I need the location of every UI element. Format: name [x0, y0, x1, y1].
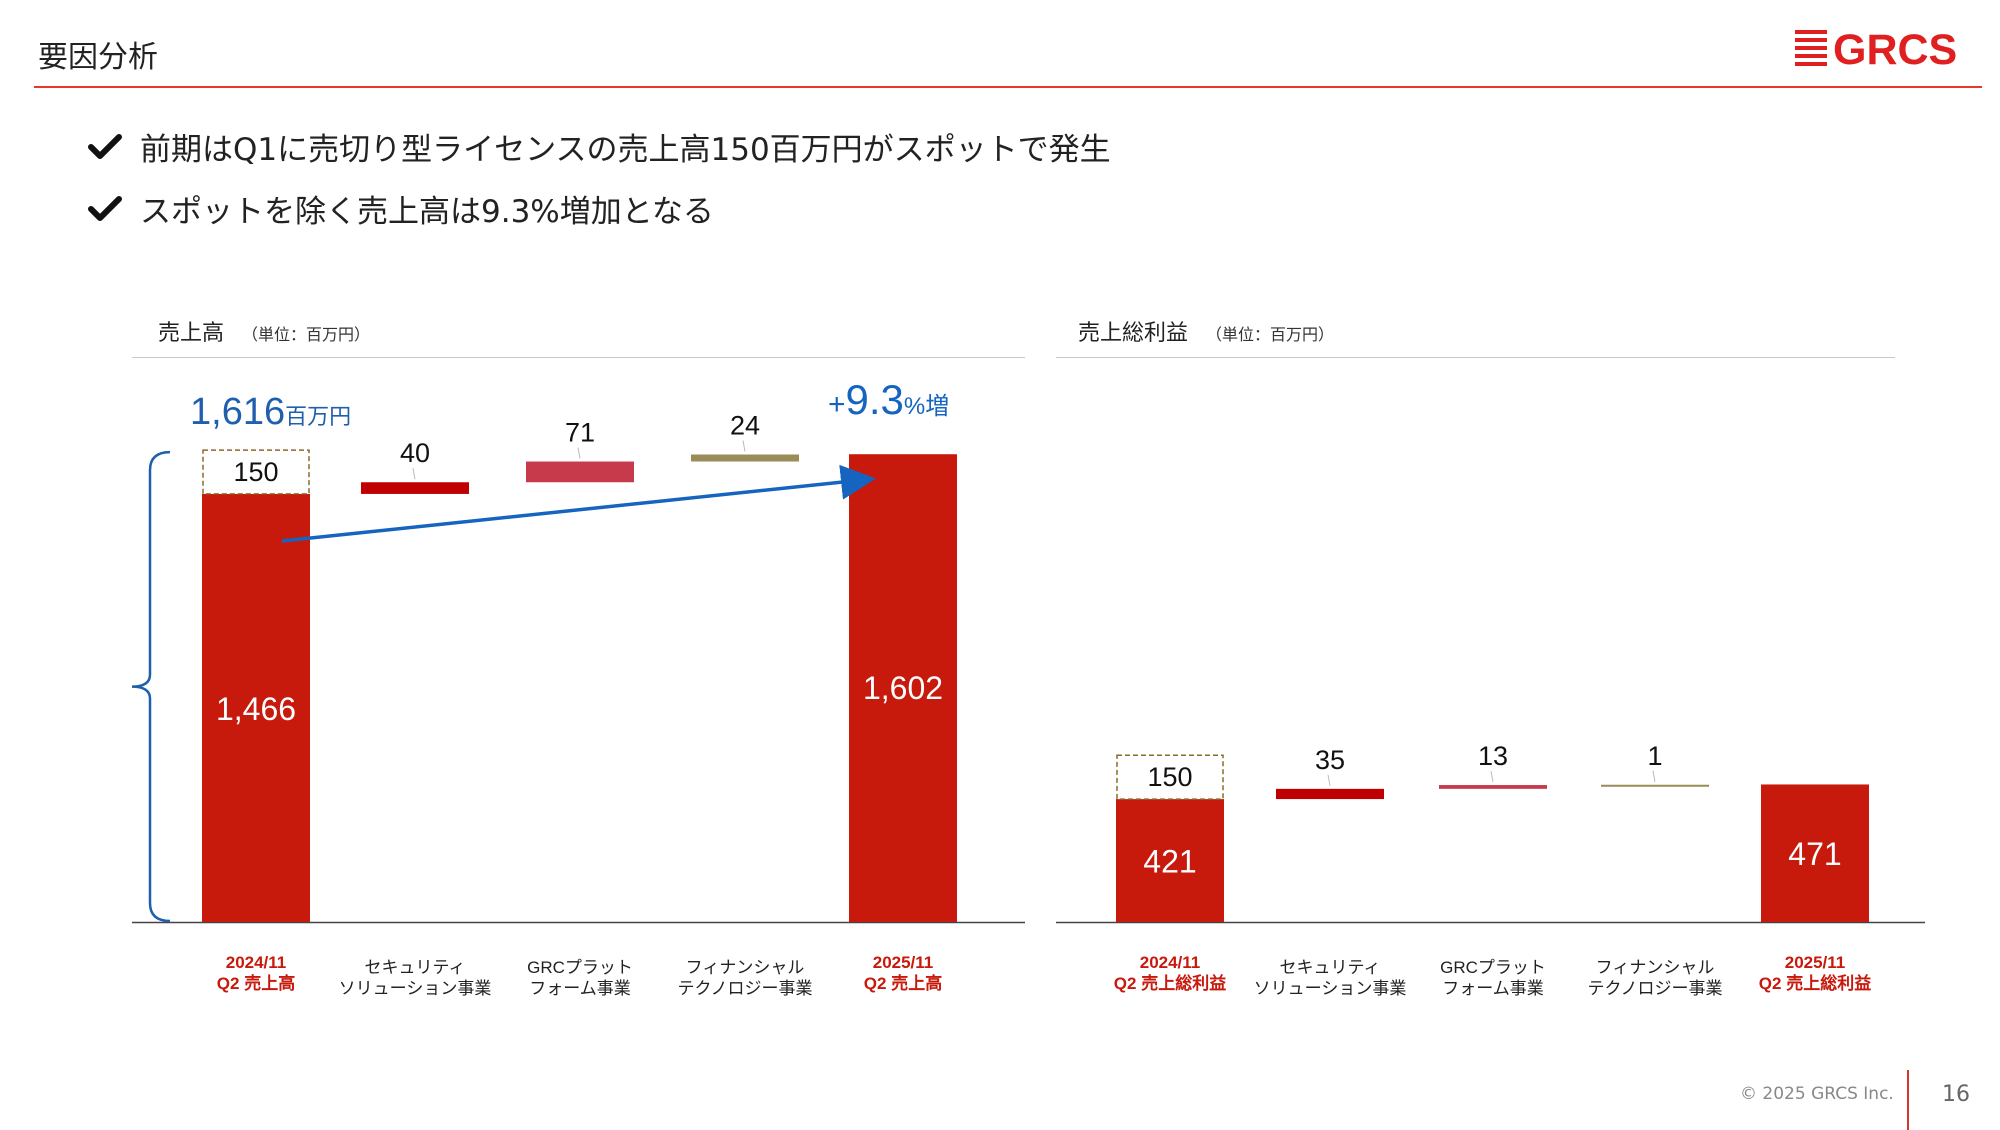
- end-bar: [849, 454, 957, 922]
- increment-bar-label: 40: [400, 438, 430, 468]
- page-number: 16: [1942, 1082, 1970, 1107]
- category-label: フィナンシャル: [1596, 958, 1715, 977]
- growth-arrow: [281, 464, 876, 543]
- check-icon: [88, 195, 122, 221]
- revenue-header-rule: [132, 357, 1025, 358]
- spot-sales-label: 150: [1147, 762, 1192, 792]
- gross-profit-unit-label: （単位：百万円）: [1206, 325, 1335, 344]
- revenue-unit-label: （単位：百万円）: [242, 325, 371, 344]
- increment-bar-label: 1: [1647, 741, 1662, 771]
- increment-bar: [1439, 785, 1547, 789]
- label-leader-line: [1327, 774, 1331, 786]
- bullet-text: スポットを除く売上高は9.3%増加となる: [140, 194, 714, 230]
- category-label: テクノロジー事業: [1588, 979, 1723, 998]
- revenue-chart-title: 売上高: [158, 321, 225, 346]
- category-label: フィナンシャル: [686, 958, 805, 977]
- copyright-text: © 2025 GRCS Inc.: [1740, 1084, 1894, 1104]
- end-bar-label: 1,602: [863, 670, 943, 706]
- label-leader-line: [1490, 770, 1494, 783]
- gross-profit-chart-title: 売上総利益: [1078, 321, 1189, 346]
- increment-bar-label: 71: [565, 418, 595, 448]
- svg-text:GRCS: GRCS: [1833, 26, 1957, 66]
- category-label: セキュリティ: [1280, 958, 1381, 977]
- start-bar: [202, 493, 310, 922]
- increment-bar: [526, 461, 634, 483]
- spot-sales-box: [1116, 754, 1224, 800]
- increment-bar: [1601, 784, 1709, 787]
- spot-sales-label: 150: [233, 457, 278, 487]
- increment-bar: [361, 482, 469, 494]
- page-title: 要因分析: [38, 40, 158, 75]
- category-label: ソリューション事業: [339, 979, 492, 998]
- label-leader-line: [1652, 770, 1656, 782]
- footer-divider: [1907, 1070, 1909, 1130]
- category-label: 2025/11: [873, 953, 934, 972]
- revenue-panel-header: 売上高 （単位：百万円）: [158, 315, 370, 347]
- gross-profit-panel-header: 売上総利益 （単位：百万円）: [1078, 315, 1334, 347]
- increment-bar-label: 35: [1315, 745, 1345, 775]
- category-label: 2025/11: [1785, 953, 1846, 972]
- category-label: GRCプラット: [1440, 958, 1546, 977]
- category-label: Q2 売上高: [864, 973, 942, 993]
- end-bar-label: 471: [1788, 836, 1841, 872]
- increment-bar: [691, 454, 799, 462]
- start-bar-label: 1,466: [216, 691, 296, 727]
- total-brace: [131, 450, 171, 923]
- category-label: GRCプラット: [527, 958, 633, 977]
- growth-rate-callout: +9.3%増: [828, 376, 949, 423]
- gross-profit-header-rule: [1056, 357, 1895, 358]
- title-divider: [34, 86, 1982, 88]
- grcs-logo: GRCS: [1795, 26, 1957, 66]
- category-label: テクノロジー事業: [678, 979, 813, 998]
- end-bar: [1761, 784, 1869, 922]
- check-icon: [88, 133, 122, 159]
- bullet-item: 前期はQ1に売切り型ライセンスの売上高150百万円がスポットで発生: [86, 124, 1111, 169]
- increment-bar-label: 13: [1478, 741, 1508, 771]
- spot-sales-box: [202, 449, 310, 495]
- label-leader-line: [412, 468, 416, 480]
- label-leader-line: [577, 447, 581, 459]
- category-label: Q2 売上高: [217, 973, 295, 993]
- total-revenue-callout: 1,616百万円: [190, 391, 351, 433]
- bullet-text: 前期はQ1に売切り型ライセンスの売上高150百万円がスポットで発生: [140, 132, 1111, 168]
- bullet-item: スポットを除く売上高は9.3%増加となる: [86, 186, 714, 231]
- start-bar-label: 421: [1143, 844, 1196, 880]
- category-label: フォーム事業: [529, 979, 631, 998]
- category-label: Q2 売上総利益: [1114, 973, 1226, 993]
- category-label: 2024/11: [1140, 953, 1201, 972]
- increment-bar-label: 24: [730, 411, 760, 441]
- category-label: 2024/11: [226, 953, 287, 972]
- start-bar: [1116, 799, 1224, 922]
- category-label: フォーム事業: [1442, 979, 1544, 998]
- category-label: ソリューション事業: [1254, 979, 1407, 998]
- category-label: Q2 売上総利益: [1759, 973, 1871, 993]
- category-label: セキュリティ: [365, 958, 466, 977]
- label-leader-line: [742, 440, 746, 452]
- increment-bar: [1276, 788, 1384, 800]
